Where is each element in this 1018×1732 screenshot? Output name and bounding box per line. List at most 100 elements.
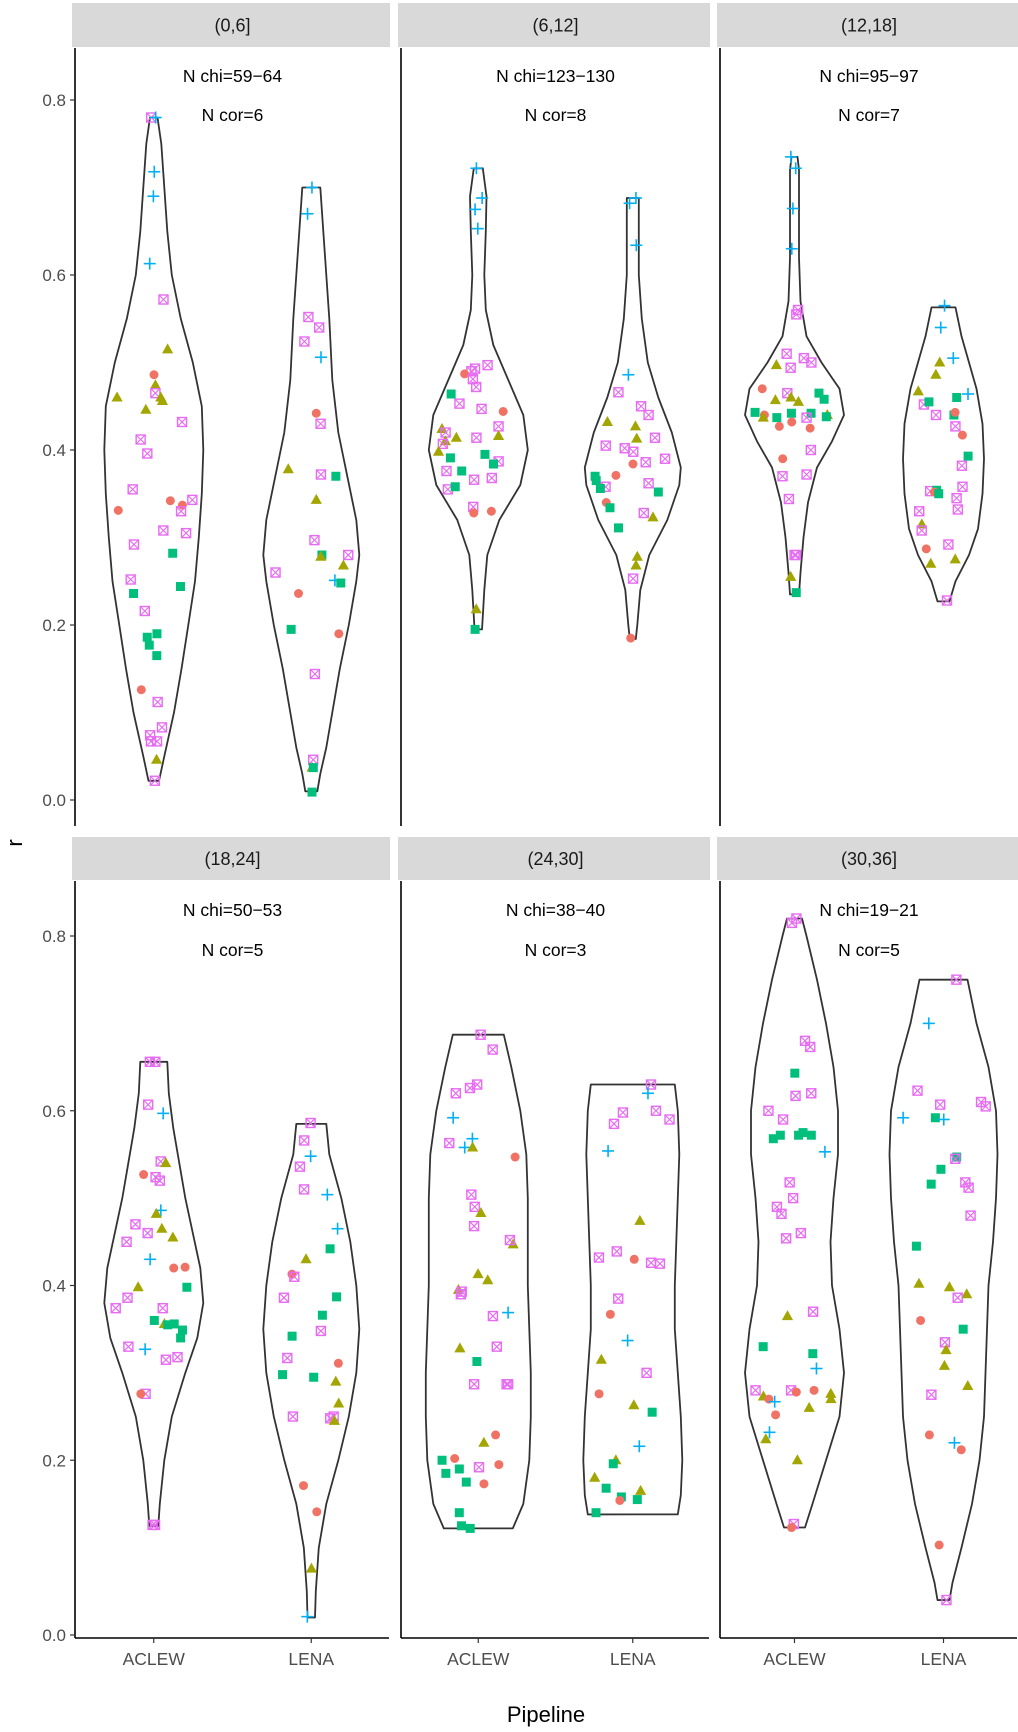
point-cross <box>301 207 314 220</box>
point-triangle <box>478 1436 490 1447</box>
point-square <box>472 1357 482 1367</box>
point-boxx-square <box>801 412 812 423</box>
n-chi-annotation: N chi=50−53 <box>183 900 282 920</box>
point-triangle <box>140 403 152 414</box>
point-boxx <box>287 1411 299 1422</box>
violin-lena <box>262 1123 361 1619</box>
point-boxx <box>157 1303 168 1314</box>
point-boxx-diag2 <box>636 401 646 412</box>
point-triangle <box>781 1310 794 1321</box>
n-chi-annotation: N chi=95−97 <box>819 66 918 86</box>
point-boxx-square <box>127 484 138 495</box>
point-boxx <box>309 534 320 546</box>
point-triangle <box>938 1359 951 1370</box>
point-boxx-square <box>313 322 325 333</box>
point-boxx <box>640 457 651 468</box>
point-boxx-square <box>160 1354 172 1365</box>
point-boxx <box>468 1379 480 1390</box>
point-boxx-diag2 <box>469 474 480 485</box>
point-boxx-diag2 <box>152 697 163 707</box>
point-boxx <box>650 1105 662 1116</box>
point-boxx <box>649 432 661 443</box>
point-circle <box>916 1315 926 1325</box>
point-boxx-square <box>806 357 817 368</box>
point-boxx <box>785 362 796 373</box>
point-triangle <box>149 379 162 390</box>
point-boxx <box>175 506 187 517</box>
point-cross <box>144 1253 157 1266</box>
point-boxx-diag2 <box>617 1107 628 1118</box>
point-boxx <box>475 1029 486 1040</box>
x-axis-title: Pipeline <box>507 1702 585 1727</box>
point-boxx-square <box>780 1233 792 1244</box>
point-circle <box>333 1358 343 1368</box>
point-boxx <box>617 1107 629 1118</box>
facet-panel: (6,12] N chi=123−130 N cor=8 <box>398 3 710 826</box>
point-boxx <box>643 478 654 489</box>
point-triangle <box>156 1222 168 1233</box>
point-circle <box>805 423 815 433</box>
point-boxx-square <box>151 736 163 747</box>
point-boxx <box>805 1041 816 1053</box>
point-square <box>601 1483 611 1493</box>
n-cor-annotation: N cor=5 <box>838 940 900 960</box>
point-cross <box>470 162 483 175</box>
n-cor-annotation: N cor=6 <box>202 105 264 125</box>
point-boxx-square <box>158 525 169 536</box>
point-triangle <box>162 343 174 354</box>
point-circle <box>628 459 638 469</box>
point-boxx-diag2 <box>437 438 448 449</box>
x-tick-label: LENA <box>610 1649 656 1669</box>
point-boxx <box>941 1594 952 1606</box>
point-boxx-diag2 <box>314 322 325 333</box>
point-boxx <box>795 1227 807 1239</box>
point-boxx-square <box>468 474 480 485</box>
point-square <box>791 588 801 598</box>
point-triangle <box>337 559 350 570</box>
point-boxx-diag2 <box>150 388 161 399</box>
point-boxx-diag2 <box>651 1105 661 1116</box>
point-boxx-square <box>471 432 482 443</box>
point-triangle <box>439 435 451 446</box>
point-boxx-square <box>305 1117 316 1129</box>
point-cross <box>143 257 156 270</box>
point-boxx <box>960 1177 971 1188</box>
point-boxx <box>299 1135 310 1146</box>
point-boxx-diag2 <box>129 539 139 550</box>
point-boxx-square <box>437 438 449 450</box>
point-boxx <box>659 453 671 464</box>
point-boxx <box>956 460 968 471</box>
point-boxx <box>941 595 953 606</box>
point-cross <box>768 1395 781 1408</box>
point-boxx-diag2 <box>468 501 479 512</box>
point-boxx <box>613 387 624 398</box>
point-boxx-diag2 <box>157 722 167 733</box>
point-circle <box>956 1445 966 1455</box>
point-boxx <box>315 1325 327 1337</box>
point-boxx <box>147 1519 158 1531</box>
point-boxx-square <box>926 1389 937 1400</box>
point-triangle <box>949 553 961 564</box>
point-triangle <box>475 1206 487 1217</box>
point-cross <box>937 1113 950 1126</box>
point-boxx-square <box>941 1594 952 1606</box>
point-boxx-square <box>943 539 954 550</box>
point-boxx <box>441 465 452 477</box>
x-tick-label: LENA <box>921 1649 967 1669</box>
point-boxx <box>950 1153 961 1165</box>
x-tick-label: ACLEW <box>763 1649 826 1669</box>
point-boxx-square <box>960 1177 971 1188</box>
point-square <box>591 1508 601 1518</box>
point-boxx-square <box>963 1182 974 1193</box>
point-boxx <box>801 412 812 423</box>
point-square <box>952 393 962 402</box>
point-triangle <box>961 1288 973 1299</box>
point-boxx-square <box>469 1201 480 1213</box>
point-boxx <box>791 309 802 320</box>
point-boxx-square <box>303 311 314 323</box>
point-boxx <box>308 754 319 765</box>
point-triangle <box>305 1562 318 1573</box>
x-tick-label: LENA <box>288 1649 334 1669</box>
point-boxx-diag2 <box>912 1085 923 1096</box>
point-cross <box>785 242 798 255</box>
